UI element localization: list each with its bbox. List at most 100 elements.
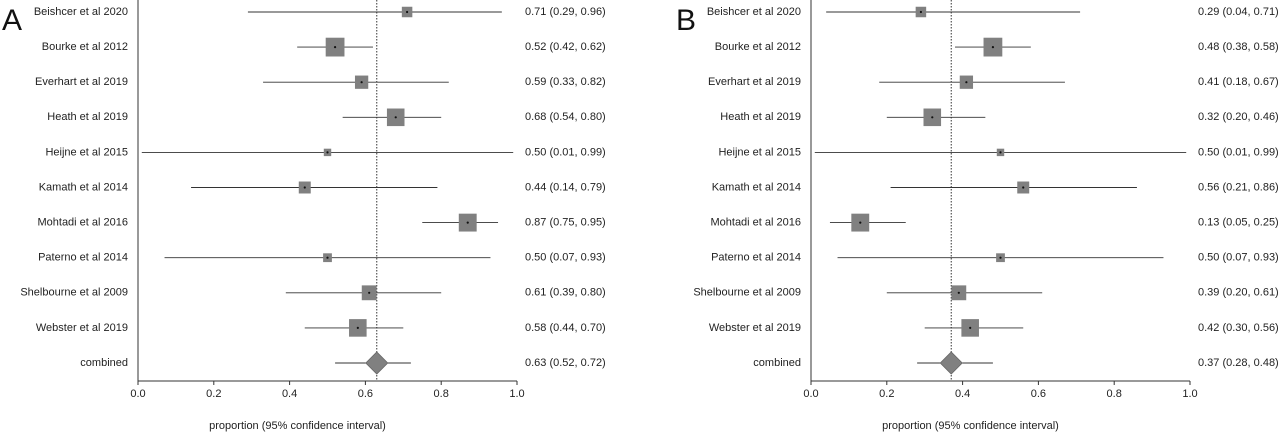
- estimate-point: [1022, 186, 1025, 189]
- combined-diamond: [365, 351, 389, 375]
- estimate-point: [466, 221, 469, 224]
- ci-value-label: 0.50 (0.01, 0.99): [1198, 146, 1279, 158]
- combined-diamond: [939, 351, 963, 375]
- x-tick-label: 0.2: [879, 388, 894, 400]
- estimate-point: [969, 326, 972, 329]
- combined-label: combined: [753, 357, 801, 369]
- ci-value-label: 0.48 (0.38, 0.58): [1198, 41, 1279, 53]
- study-label: Webster et al 2019: [709, 322, 801, 334]
- ci-value-label: 0.39 (0.20, 0.61): [1198, 287, 1279, 299]
- ci-value-label: 0.50 (0.07, 0.93): [525, 252, 606, 264]
- estimate-point: [919, 10, 923, 14]
- study-row: Webster et al 2019 0.58 (0.44, 0.70): [36, 319, 606, 337]
- ci-value-label: 0.52 (0.42, 0.62): [525, 41, 606, 53]
- estimate-point: [999, 151, 1002, 154]
- estimate-point: [931, 116, 934, 119]
- study-row: Bourke et al 2012 0.52 (0.42, 0.62): [42, 37, 606, 57]
- combined-ci-value-label: 0.37 (0.28, 0.48): [1198, 357, 1279, 369]
- panel-label: B: [676, 4, 696, 37]
- study-row: Heath et al 2019 0.68 (0.54, 0.80): [47, 108, 606, 127]
- ci-value-label: 0.59 (0.33, 0.82): [525, 76, 606, 88]
- estimate-point: [368, 291, 371, 294]
- x-tick-label: 1.0: [509, 388, 524, 400]
- estimate-point: [965, 81, 968, 84]
- ci-value-label: 0.41 (0.18, 0.67): [1198, 76, 1279, 88]
- x-tick-label: 0.8: [434, 388, 449, 400]
- study-label: Beishcer et al 2020: [707, 6, 801, 18]
- study-label: Shelbourne et al 2009: [693, 287, 801, 299]
- study-label: Paterno et al 2014: [38, 252, 128, 264]
- study-label: Heath et al 2019: [47, 111, 128, 123]
- study-label: Shelbourne et al 2009: [20, 287, 128, 299]
- study-label: Webster et al 2019: [36, 322, 128, 334]
- ci-value-label: 0.87 (0.75, 0.95): [525, 217, 606, 229]
- ci-value-label: 0.32 (0.20, 0.46): [1198, 111, 1279, 123]
- study-row: Kamath et al 2014 0.56 (0.21, 0.86): [712, 181, 1279, 194]
- study-row: Everhart et al 2019 0.59 (0.33, 0.82): [35, 75, 606, 89]
- study-row: Shelbourne et al 2009 0.39 (0.20, 0.61): [693, 285, 1279, 301]
- ci-value-label: 0.50 (0.01, 0.99): [525, 146, 606, 158]
- study-label: Paterno et al 2014: [711, 252, 801, 264]
- study-row: Kamath et al 2014 0.44 (0.14, 0.79): [39, 181, 606, 194]
- study-row: Paterno et al 2014 0.50 (0.07, 0.93): [38, 252, 606, 264]
- combined-row: combined 0.37 (0.28, 0.48): [753, 351, 1279, 375]
- study-label: Everhart et al 2019: [35, 76, 128, 88]
- study-label: Heijne et al 2015: [718, 146, 801, 158]
- ci-value-label: 0.13 (0.05, 0.25): [1198, 217, 1279, 229]
- panel-label: A: [2, 4, 22, 37]
- x-tick-label: 1.0: [1182, 388, 1197, 400]
- estimate-point: [957, 291, 960, 294]
- study-label: Bourke et al 2012: [715, 41, 801, 53]
- x-tick-label: 0.6: [1031, 388, 1046, 400]
- study-label: Heath et al 2019: [720, 111, 801, 123]
- estimate-point: [326, 151, 329, 154]
- ci-value-label: 0.29 (0.04, 0.71): [1198, 6, 1279, 18]
- estimate-point: [394, 116, 397, 119]
- x-tick-label: 0.8: [1107, 388, 1122, 400]
- estimate-point: [303, 186, 306, 189]
- estimate-point: [859, 221, 862, 224]
- ci-value-label: 0.42 (0.30, 0.56): [1198, 322, 1279, 334]
- x-tick-label: 0.2: [206, 388, 221, 400]
- estimate-point: [991, 46, 995, 49]
- study-row: Mohtadi et al 2016 0.87 (0.75, 0.95): [37, 213, 606, 232]
- study-row: Bourke et al 2012 0.48 (0.38, 0.58): [715, 37, 1279, 57]
- study-row: Beishcer et al 2020 0.29 (0.04, 0.71): [707, 6, 1279, 18]
- ci-value-label: 0.50 (0.07, 0.93): [1198, 252, 1279, 264]
- ci-value-label: 0.61 (0.39, 0.80): [525, 287, 606, 299]
- x-tick-label: 0.0: [130, 388, 145, 400]
- study-row: Shelbourne et al 2009 0.61 (0.39, 0.80): [20, 285, 606, 301]
- study-label: Kamath et al 2014: [39, 181, 128, 193]
- ci-value-label: 0.58 (0.44, 0.70): [525, 322, 606, 334]
- forest-panel-a: A 0.0 0.2 0.4 0.6 0.8 1.0 proportion (95% confi…: [2, 0, 606, 432]
- estimate-point: [326, 256, 329, 259]
- forest-panel-b: B 0.0 0.2 0.4 0.6 0.8 1.0 proportion (95% confi…: [676, 0, 1279, 432]
- study-label: Bourke et al 2012: [42, 41, 128, 53]
- study-row: Heath et al 2019 0.32 (0.20, 0.46): [720, 108, 1279, 127]
- study-label: Heijne et al 2015: [45, 146, 128, 158]
- ci-value-label: 0.56 (0.21, 0.86): [1198, 181, 1279, 193]
- combined-row: combined 0.63 (0.52, 0.72): [80, 351, 606, 375]
- x-tick-label: 0.4: [282, 388, 297, 400]
- study-row: Beishcer et al 2020 0.71 (0.29, 0.96): [34, 6, 606, 18]
- study-row: Webster et al 2019 0.42 (0.30, 0.56): [709, 319, 1279, 337]
- x-tick-label: 0.4: [955, 388, 970, 400]
- estimate-point: [333, 46, 337, 49]
- x-tick-label: 0.6: [358, 388, 373, 400]
- study-label: Mohtadi et al 2016: [710, 217, 801, 229]
- study-row: Heijne et al 2015 0.50 (0.01, 0.99): [45, 146, 605, 158]
- x-tick-label: 0.0: [803, 388, 818, 400]
- x-axis-label: proportion (95% confidence interval): [209, 420, 386, 432]
- study-row: Paterno et al 2014 0.50 (0.07, 0.93): [711, 252, 1279, 264]
- estimate-point: [405, 10, 409, 14]
- estimate-point: [999, 256, 1002, 259]
- study-label: Beishcer et al 2020: [34, 6, 128, 18]
- ci-value-label: 0.71 (0.29, 0.96): [525, 6, 606, 18]
- x-axis-label: proportion (95% confidence interval): [882, 420, 1059, 432]
- study-label: Kamath et al 2014: [712, 181, 801, 193]
- study-label: Mohtadi et al 2016: [37, 217, 128, 229]
- ci-value-label: 0.44 (0.14, 0.79): [525, 181, 606, 193]
- estimate-point: [356, 326, 359, 329]
- ci-value-label: 0.68 (0.54, 0.80): [525, 111, 606, 123]
